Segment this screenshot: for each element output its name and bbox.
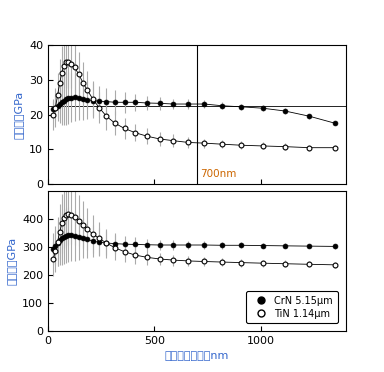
Text: 700nm: 700nm	[200, 169, 237, 179]
Y-axis label: 弾性率，GPa: 弾性率，GPa	[7, 237, 17, 285]
Legend: CrN 5.15μm, TiN 1.14μm: CrN 5.15μm, TiN 1.14μm	[246, 291, 338, 323]
Y-axis label: 硬さ率，GPa: 硬さ率，GPa	[13, 90, 23, 139]
X-axis label: 押し込み深さ，nm: 押し込み深さ，nm	[165, 352, 229, 362]
